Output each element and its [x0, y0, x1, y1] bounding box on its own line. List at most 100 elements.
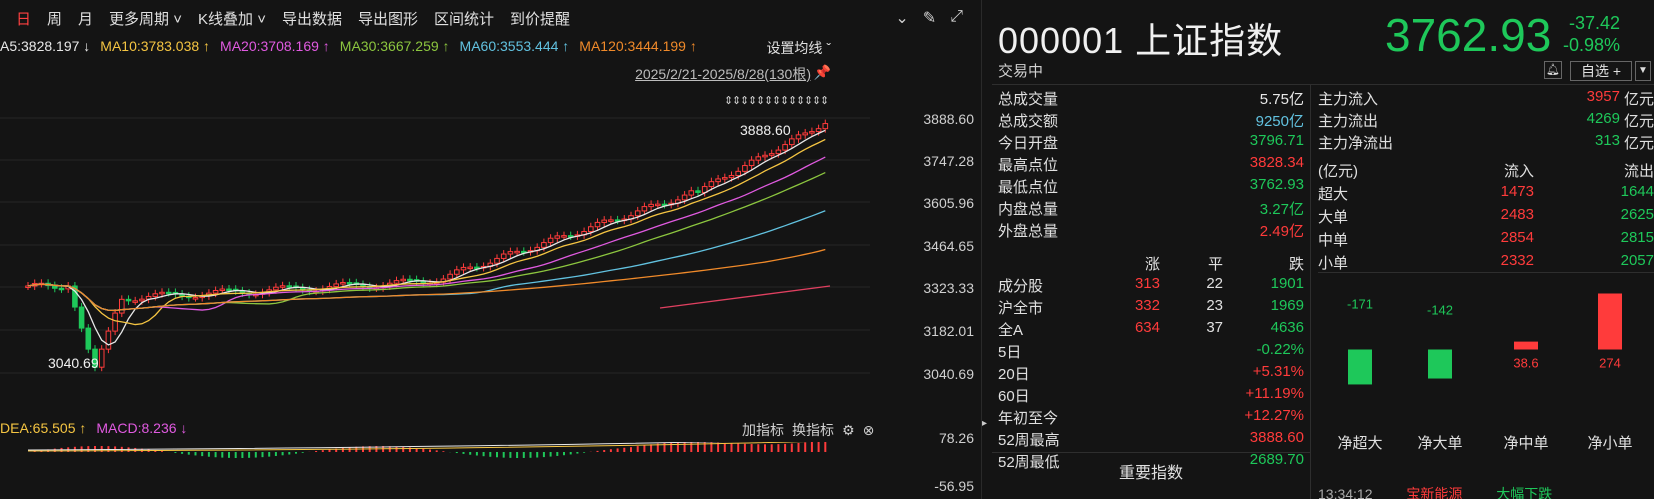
stat-label: 最低点位	[998, 179, 1059, 196]
price-axis-tick: 3747.28	[923, 153, 974, 169]
net-flow-bar	[1428, 349, 1452, 379]
flow-table-row: 中单 2854 2815	[1318, 229, 1654, 252]
perf-row: 20日 +5.31%	[998, 363, 1304, 385]
svg-text:⇕: ⇕	[772, 94, 781, 107]
perf-row: 52周最低 2689.70	[998, 451, 1304, 473]
kline-overlay-dropdown[interactable]: K线叠加 ˅	[198, 8, 266, 29]
stat-value: 3762.93	[1249, 176, 1304, 193]
range-stats-button[interactable]: 区间统计	[433, 10, 494, 28]
net-flow-value-label: -142	[1427, 302, 1453, 317]
macd-legend: DEA:65.505 ↑ MACD:8.236 ↓	[0, 420, 187, 436]
stat-label: 内盘总量	[998, 201, 1059, 218]
flow-table-out: 2057	[1620, 252, 1654, 269]
export-data-button[interactable]: 导出数据	[281, 10, 342, 28]
breadth-down: 1969	[1270, 297, 1304, 314]
flow-table-in: 2483	[1500, 206, 1534, 223]
key-index-button[interactable]: 重要指数	[992, 452, 1310, 499]
perf-label: 52周最高	[998, 432, 1060, 449]
chart-toolbar: 日 周 月 更多周期 ˅ K线叠加 ˅ 导出数据 导出图形 区间统计 到价提醒	[0, 0, 981, 36]
macd-chart[interactable]	[0, 442, 915, 499]
close-icon[interactable]: ⊗	[862, 421, 875, 438]
svg-text:⇕: ⇕	[732, 94, 741, 107]
flow-table-out: 2815	[1620, 229, 1654, 246]
stat-label: 今日开盘	[998, 135, 1059, 152]
net-flow-value-label: 38.6	[1513, 356, 1538, 371]
net-flow-category: 净小单	[1587, 435, 1633, 452]
svg-text:⇕: ⇕	[748, 94, 757, 107]
fullscreen-icon[interactable]: ⤢	[950, 8, 963, 25]
perf-value: 3888.60	[1249, 429, 1304, 446]
pin-icon[interactable]: 📌	[813, 64, 831, 80]
add-indicator-button[interactable]: 加指标	[742, 422, 784, 438]
flow-table-in: 2332	[1500, 252, 1534, 269]
net-flow-category: 净超大	[1337, 435, 1383, 452]
flow-table-in: 1473	[1500, 183, 1534, 200]
svg-text:⇕: ⇕	[764, 94, 773, 107]
more-periods-dropdown[interactable]: 更多周期 ˅	[109, 8, 182, 29]
ma-settings-button[interactable]: 设置均线 ˇ	[766, 40, 831, 56]
add-watchlist-button[interactable]: 自选 +	[1570, 61, 1632, 81]
breadth-flat: 22	[1206, 275, 1223, 292]
kline-overlay-label: K线叠加	[198, 10, 254, 28]
breadth-flat: 37	[1206, 319, 1223, 336]
flow-table-out: 1644	[1620, 183, 1654, 200]
flow-value: 4269	[1586, 110, 1620, 127]
net-flow-bar	[1598, 293, 1622, 350]
flow-row: 主力流出 4269 亿元	[1318, 110, 1654, 132]
flow-in-header: 流入	[1503, 163, 1534, 180]
stat-row: 总成交量 5.75亿	[998, 88, 1304, 110]
period-day-tab[interactable]: 日	[16, 10, 32, 28]
flow-table: (亿元) 流入 流出 超大 1473 1644 大单 2483 2625 中单 2854 281…	[1318, 160, 1654, 275]
gear-icon[interactable]: ⚙	[842, 421, 855, 438]
news-ticker[interactable]: 13:34:12 宝新能源 大幅下跌	[1318, 484, 1654, 499]
performance-list: 5日 -0.22% 20日 +5.31% 60日 +11.19% 年初至今 +12.27% 52…	[998, 341, 1304, 473]
stat-value: 3796.71	[1249, 132, 1304, 149]
ticker-name: 宝新能源	[1406, 486, 1463, 499]
flow-table-header: (亿元) 流入 流出	[1318, 160, 1654, 183]
switch-indicator-button[interactable]: 换指标	[792, 422, 834, 438]
breadth-label: 成分股	[998, 278, 1044, 295]
stat-label: 总成交量	[998, 91, 1059, 108]
change-percent: -0.98%	[1563, 35, 1621, 55]
flow-label: 主力净流出	[1318, 135, 1394, 152]
stat-label: 外盘总量	[998, 223, 1059, 240]
breadth-label: 全A	[998, 322, 1024, 339]
svg-text:⇕: ⇕	[796, 94, 805, 107]
date-range-label[interactable]: 2025/2/21-2025/8/28(130根)	[635, 66, 811, 82]
breadth-up: 634	[1134, 319, 1160, 336]
perf-value: -0.22%	[1256, 341, 1304, 358]
watchlist-menu-icon[interactable]: ▼	[1635, 61, 1651, 81]
price-alert-button[interactable]: 到价提醒	[510, 10, 571, 28]
capital-flow: 主力流入 3957 亿元 主力流出 4269 亿元 主力净流出 313 亿元	[1318, 88, 1654, 154]
stock-change: -37.42 -0.98%	[1563, 12, 1620, 56]
perf-value: 2689.70	[1249, 451, 1304, 468]
perf-label: 20日	[998, 366, 1030, 383]
price-axis-tick: 3182.01	[923, 323, 974, 339]
price-axis-tick: 3888.60	[923, 111, 974, 127]
breadth-label: 沪全市	[998, 300, 1044, 317]
stat-row: 外盘总量 2.49亿	[998, 220, 1304, 242]
bell-icon[interactable]: 🔔︎	[1544, 61, 1562, 79]
svg-text:⇕: ⇕	[756, 94, 765, 107]
period-month-tab[interactable]: 月	[78, 10, 94, 28]
breadth-up: 313	[1134, 275, 1160, 292]
period-week-tab[interactable]: 周	[47, 10, 63, 28]
svg-text:⇕: ⇕	[820, 94, 829, 107]
breadth-down: 1901	[1270, 275, 1304, 292]
stat-value: 2.49亿	[1259, 223, 1304, 240]
breadth-flat: 23	[1206, 297, 1223, 314]
flow-unit-header: (亿元)	[1318, 163, 1358, 180]
export-chart-button[interactable]: 导出图形	[357, 10, 418, 28]
chevron-circle-icon[interactable]: ⌄	[895, 10, 909, 27]
price-axis-tick: 3040.69	[923, 366, 974, 382]
net-flow-value-label: 274	[1599, 356, 1621, 371]
low-annotation: 3040.69	[48, 355, 99, 371]
macd-axis-top: 78.26	[938, 430, 974, 446]
breadth-down-header: 跌	[1288, 256, 1304, 273]
brush-icon[interactable]: ✎	[922, 10, 937, 27]
svg-text:⇕: ⇕	[740, 94, 749, 107]
perf-row: 52周最高 3888.60	[998, 429, 1304, 451]
flow-unit: 亿元	[1623, 135, 1654, 152]
collapse-panel-icon[interactable]: ▸	[982, 418, 988, 429]
